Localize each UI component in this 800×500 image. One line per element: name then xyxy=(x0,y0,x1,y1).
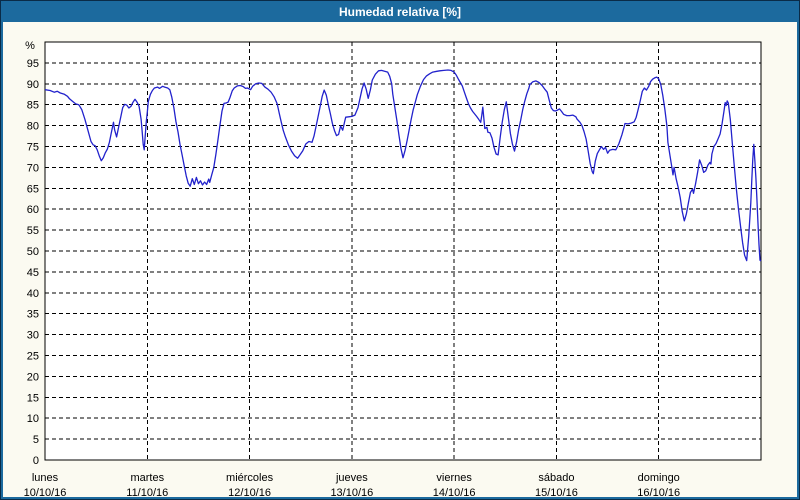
y-axis-tick-label: 40 xyxy=(27,288,39,300)
x-axis-date-label: 15/10/16 xyxy=(535,487,578,499)
y-axis-tick-label: 5 xyxy=(33,434,39,446)
humidity-line-chart: 0 5 10 15 20 25 30 35 40 45 50 55 60 65 70 75 80 85 90 95% l… xyxy=(24,40,762,499)
x-axis-day-label: sábado xyxy=(538,472,574,484)
x-axis-date-label: 14/10/16 xyxy=(433,487,476,499)
y-axis-tick-label: 50 xyxy=(27,246,39,258)
y-axis-tick-label: 0 xyxy=(33,455,39,467)
chart-title: Humedad relativa [%] xyxy=(338,4,462,19)
y-axis-unit-label: % xyxy=(25,40,35,52)
y-axis-tick-label: 30 xyxy=(27,330,39,342)
x-axis-date-label: 10/10/16 xyxy=(24,487,67,499)
y-axis-tick-label: 65 xyxy=(27,183,39,195)
y-axis-tick-label: 75 xyxy=(27,142,39,154)
y-axis-tick-label: 85 xyxy=(27,100,39,112)
x-axis-date-label: 11/10/16 xyxy=(126,487,168,499)
x-axis-day-label: lunes xyxy=(32,472,59,484)
y-axis-tick-label: 80 xyxy=(27,121,39,133)
humidity-series-line xyxy=(44,69,762,262)
y-axis-tick-label: 90 xyxy=(27,79,39,91)
x-axis-day-label: domingo xyxy=(638,472,680,484)
y-axis-tick-label: 70 xyxy=(27,162,39,174)
x-axis-date-label: 12/10/16 xyxy=(228,487,271,499)
x-axis-day-label: miércoles xyxy=(226,472,274,484)
x-axis-day-label: martes xyxy=(130,472,164,484)
y-axis-tick-label: 95 xyxy=(27,58,39,70)
title-bar: Humedad relativa [%] xyxy=(1,1,799,22)
y-axis-tick-label: 55 xyxy=(27,225,39,237)
y-axis-tick-label: 45 xyxy=(27,267,39,279)
y-axis-tick-label: 60 xyxy=(27,204,39,216)
y-axis-tick-label: 35 xyxy=(27,309,39,321)
y-axis-tick-label: 15 xyxy=(27,392,39,404)
x-axis-date-label: 16/10/16 xyxy=(637,487,680,499)
y-axis-tick-label: 25 xyxy=(27,351,39,363)
x-axis-day-label: viernes xyxy=(436,472,472,484)
x-axis-date-label: 13/10/16 xyxy=(330,487,373,499)
y-axis-tick-label: 20 xyxy=(27,371,39,383)
x-axis-day-label: jueves xyxy=(335,472,368,484)
y-axis-tick-label: 10 xyxy=(27,413,39,425)
